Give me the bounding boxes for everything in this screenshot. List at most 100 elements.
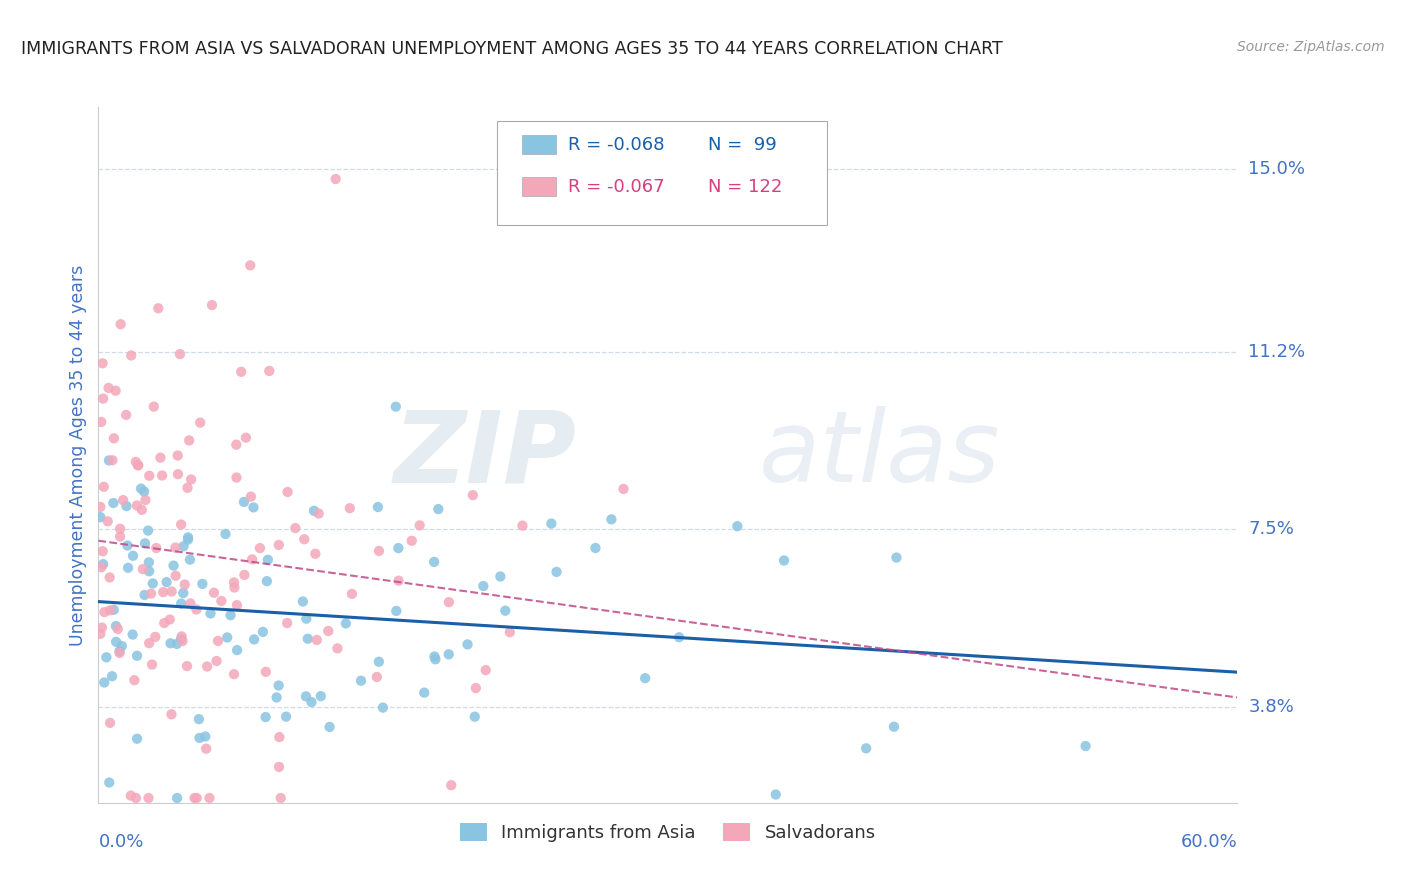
Point [409,518,432,533]
Point [104,619,127,633]
Text: 15.0%: 15.0% [1249,161,1305,178]
Point [180,472,202,486]
Point [101,453,124,467]
Point [159,636,181,650]
Point [160,584,183,599]
Point [179,597,201,611]
Point [425,652,447,666]
Point [103,603,125,617]
Point [179,552,201,566]
Point [302,504,325,518]
Point [191,577,214,591]
Point [91,621,114,635]
Point [115,408,138,422]
Legend: Immigrants from Asia, Salvadorans: Immigrants from Asia, Salvadorans [449,812,887,853]
Point [97,514,120,528]
Point [222,667,245,681]
Text: N =  99: N = 99 [707,136,776,153]
Point [195,741,218,756]
Point [188,731,211,745]
Point [316,624,339,638]
Point [170,597,193,611]
Point [122,549,145,563]
Point [194,730,217,744]
Point [340,587,363,601]
Point [266,690,288,705]
Point [172,586,194,600]
Point [367,655,389,669]
Point [142,400,165,414]
Point [291,594,314,608]
Point [427,502,450,516]
Point [440,778,463,792]
Point [173,539,195,553]
Point [385,604,408,618]
Point [150,468,173,483]
Point [125,791,148,805]
Point [170,632,193,646]
Point [224,581,246,595]
Point [217,631,239,645]
Text: Source: ZipAtlas.com: Source: ZipAtlas.com [1237,40,1385,54]
Point [252,624,274,639]
Point [98,603,121,617]
Point [301,695,323,709]
Point [103,431,125,445]
Point [125,455,148,469]
Point [108,646,131,660]
Point [254,665,277,679]
Point [226,643,249,657]
Point [173,577,195,591]
Bar [522,135,557,154]
Point [170,629,193,643]
Point [156,575,179,590]
Point [125,648,148,663]
Point [112,493,135,508]
Text: 0.0%: 0.0% [98,833,143,851]
Point [143,630,166,644]
Text: 11.2%: 11.2% [1249,343,1306,360]
Text: 3.8%: 3.8% [1249,698,1294,716]
Point [101,669,124,683]
Point [368,544,391,558]
Point [104,384,127,398]
Point [366,670,388,684]
Point [127,458,149,472]
Point [134,484,156,499]
Point [124,673,146,687]
Point [725,519,748,533]
Point [309,689,332,703]
Point [134,493,156,508]
Point [134,588,156,602]
Point [93,480,115,494]
Point [90,560,112,574]
Point [413,686,436,700]
Point [634,671,657,685]
Point [177,530,200,544]
Point [267,760,290,774]
Point [134,536,156,550]
Point [585,541,607,555]
Point [423,649,446,664]
Bar [522,177,557,196]
Point [540,516,562,531]
Point [170,517,193,532]
Point [138,791,160,805]
Point [138,555,160,569]
Point [167,467,190,482]
Point [259,364,281,378]
Point [108,644,131,658]
Point [117,561,139,575]
Point [387,541,409,555]
Point [883,720,905,734]
Point [457,637,479,651]
Point [318,720,340,734]
Point [225,470,247,484]
Text: 7.5%: 7.5% [1249,520,1295,538]
Point [437,595,460,609]
Text: 60.0%: 60.0% [1181,833,1237,851]
Point [1074,739,1097,753]
Point [141,657,163,672]
Point [612,482,634,496]
Point [152,585,174,599]
